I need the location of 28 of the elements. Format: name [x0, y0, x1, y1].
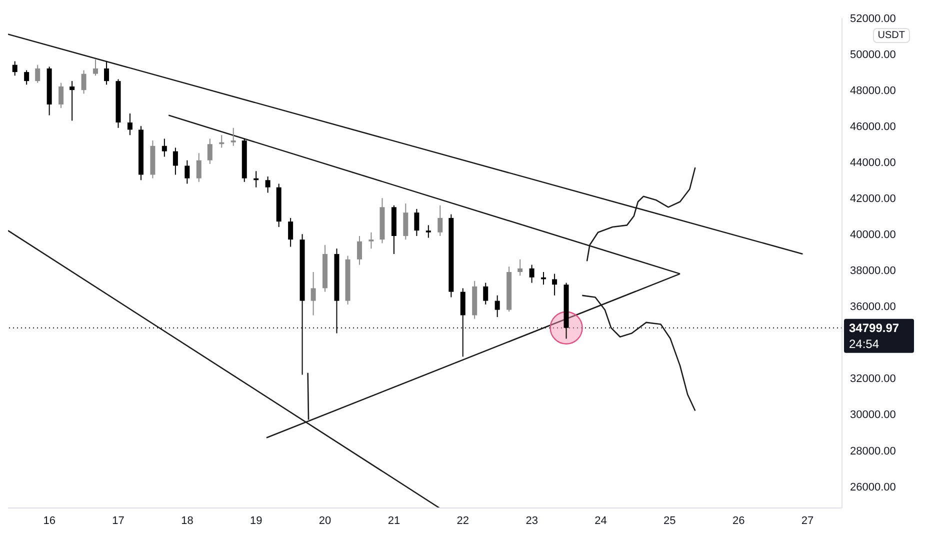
y-tick-label: 32000.00 [850, 373, 896, 386]
y-tick-label: 40000.00 [850, 229, 896, 242]
x-tick-label: 16 [43, 514, 56, 527]
x-tick-label: 20 [318, 514, 332, 527]
x-tick-label: 27 [801, 514, 814, 527]
y-tick-label: 44000.00 [850, 157, 896, 170]
y-tick-label: 30000.00 [850, 409, 896, 422]
x-tick-label: 23 [526, 514, 538, 527]
y-tick-label: 42000.00 [850, 193, 896, 206]
x-tick-label: 17 [112, 514, 124, 527]
x-tick-label: 25 [664, 514, 676, 527]
x-tick-label: 19 [250, 514, 262, 527]
ref-line-label: 34799.97 [849, 320, 900, 335]
y-tick-label: 50000.00 [850, 48, 896, 61]
y-tick-label: 48000.00 [850, 84, 896, 97]
y-tick-label: 46000.00 [850, 120, 896, 133]
x-tick-label: 22 [456, 514, 470, 527]
y-tick-label: 38000.00 [850, 265, 896, 278]
y-tick-label: 26000.00 [850, 481, 896, 494]
y-tick-label: 28000.00 [850, 445, 896, 458]
text: 24:54 [849, 336, 880, 351]
y-tick-label: 52000.00 [850, 12, 896, 25]
x-tick-label: 24 [594, 514, 607, 527]
y-tick-label: 36000.00 [850, 301, 896, 314]
x-tick-label: 21 [388, 514, 400, 527]
x-tick-label: 26 [732, 514, 745, 527]
x-tick-label: 18 [181, 514, 194, 527]
text: USDT [872, 28, 910, 43]
